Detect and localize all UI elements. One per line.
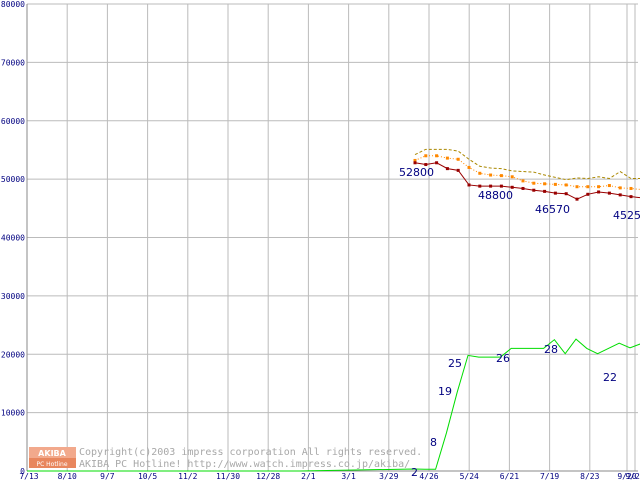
series-point (413, 161, 417, 165)
data-label: 45250 (613, 209, 640, 222)
series-line-1 (414, 155, 640, 190)
data-label: 46570 (535, 203, 570, 216)
series-point (607, 184, 611, 188)
x-axis-ticks: 7/13 8/10 9/7 10/5 11/2 11/30 12/28 2/1 3/1 3/29 4… (19, 472, 640, 480)
grid (26, 3, 638, 472)
data-label: 8 (430, 436, 437, 449)
x-tick-label: 3/29 (379, 472, 398, 480)
y-tick-label: 0 (20, 467, 25, 476)
series-point (445, 167, 449, 171)
x-tick-label: 10/5 (138, 472, 157, 480)
logo-top-band (29, 447, 76, 458)
series-point (521, 186, 525, 190)
series-point (445, 156, 449, 160)
series-point (521, 179, 525, 183)
x-tick-label: 5/24 (460, 472, 479, 480)
copyright-line-1: Copyright(c)2003 impress corporation All… (79, 447, 422, 458)
y-tick-label: 10000 (1, 409, 25, 418)
series-point (597, 185, 601, 189)
series-point (618, 186, 622, 190)
series-point (553, 182, 557, 186)
series-line-green (27, 338, 640, 472)
series-point (564, 192, 568, 196)
series-point (629, 195, 633, 199)
y-tick-label: 80000 (1, 0, 25, 9)
x-tick-label: 9/7 (100, 472, 115, 480)
series-point (435, 161, 439, 165)
y-tick-label: 40000 (1, 234, 25, 243)
series-point (435, 154, 439, 158)
x-tick-label: 7/13 (19, 472, 38, 480)
series-point (489, 173, 493, 177)
series-point (510, 185, 514, 189)
data-label: 19 (438, 385, 452, 398)
data-label: 22 (603, 371, 617, 384)
series-point (456, 157, 460, 161)
series-point (456, 168, 460, 172)
x-tick-label: 2/1 (301, 472, 316, 480)
x-tick-label: 11/30 (216, 472, 240, 480)
data-label: 26 (496, 352, 510, 365)
series-point (629, 186, 633, 190)
series-point (499, 174, 503, 178)
logo-top-text: AKIBA (38, 449, 66, 458)
series-point (413, 158, 417, 162)
x-tick-label: 11/2 (178, 472, 197, 480)
series-point (607, 191, 611, 195)
series-point (586, 192, 590, 196)
x-tick-label: 8/10 (58, 472, 77, 480)
y-tick-label: 50000 (1, 175, 25, 184)
data-label: 48800 (478, 189, 513, 202)
series-point (543, 182, 547, 186)
series-point (510, 175, 514, 179)
series-point (489, 184, 493, 188)
series-point (586, 185, 590, 189)
series-point (467, 165, 471, 169)
series-point (575, 197, 579, 201)
data-label: 52800 (399, 166, 434, 179)
logo-bottom-band (29, 458, 76, 468)
x-tick-label: 8/23 (580, 472, 599, 480)
series-point (478, 171, 482, 175)
y-axis-ticks: 0 10000 20000 30000 40000 50000 60000 70000 8000… (1, 0, 25, 476)
data-labels: 52800488004657045250281925262822 (399, 166, 640, 479)
data-label: 28 (544, 343, 558, 356)
copyright-line-2: AKIBA PC Hotline! http://www.watch.impre… (79, 459, 410, 470)
data-label: 2 (411, 466, 418, 479)
x-tick-label: 3/1 (341, 472, 356, 480)
series-point (499, 184, 503, 188)
series-point (424, 154, 428, 158)
series-point (597, 190, 601, 194)
series-point (543, 189, 547, 193)
x-tick-label: 9/20 (617, 472, 636, 480)
series-point (564, 183, 568, 187)
y-tick-label: 70000 (1, 58, 25, 67)
x-tick-label: 12/28 (256, 472, 280, 480)
series-point (553, 191, 557, 195)
y-tick-label: 20000 (1, 350, 25, 359)
logo-bottom-text: PC Hotline (36, 461, 67, 468)
series-point (478, 184, 482, 188)
akiba-logo: AKIBA PC Hotline (29, 447, 76, 468)
series-point (467, 183, 471, 187)
series-point (575, 185, 579, 189)
y-tick-label: 30000 (1, 292, 25, 301)
x-tick-label: 4/26 (419, 472, 438, 480)
series-point (532, 188, 536, 192)
x-tick-label: 7/19 (540, 472, 559, 480)
series-point (532, 181, 536, 185)
x-tick-label: 9/27 (625, 472, 640, 480)
x-tick-label: 6/21 (500, 472, 519, 480)
data-label: 25 (448, 357, 462, 370)
series-point (424, 163, 428, 167)
y-tick-label: 60000 (1, 117, 25, 126)
series-point (618, 193, 622, 197)
